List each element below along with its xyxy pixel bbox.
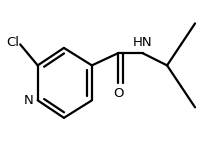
Text: N: N <box>24 94 33 107</box>
Text: Cl: Cl <box>6 36 19 49</box>
Text: O: O <box>113 87 123 100</box>
Text: HN: HN <box>133 36 152 49</box>
